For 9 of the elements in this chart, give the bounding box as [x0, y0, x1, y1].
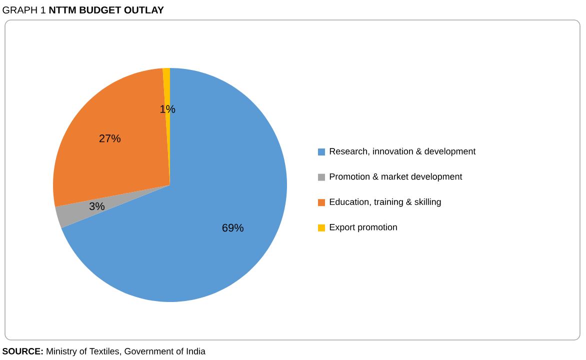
data-label: 27%	[99, 134, 120, 142]
data-label: 69%	[222, 224, 244, 232]
chart-title: GRAPH 1 NTTM BUDGET OUTLAY	[2, 6, 164, 14]
data-label: 3%	[89, 202, 104, 210]
text: SOURCE: Ministry of Textiles, Government of India	[2, 348, 206, 356]
legend-label: Research, innovation & development	[330, 148, 476, 156]
legend-label: Education, training & skilling	[330, 198, 441, 207]
legend-label: Promotion & market development	[330, 173, 462, 182]
legend-label: Export promotion	[330, 224, 397, 232]
